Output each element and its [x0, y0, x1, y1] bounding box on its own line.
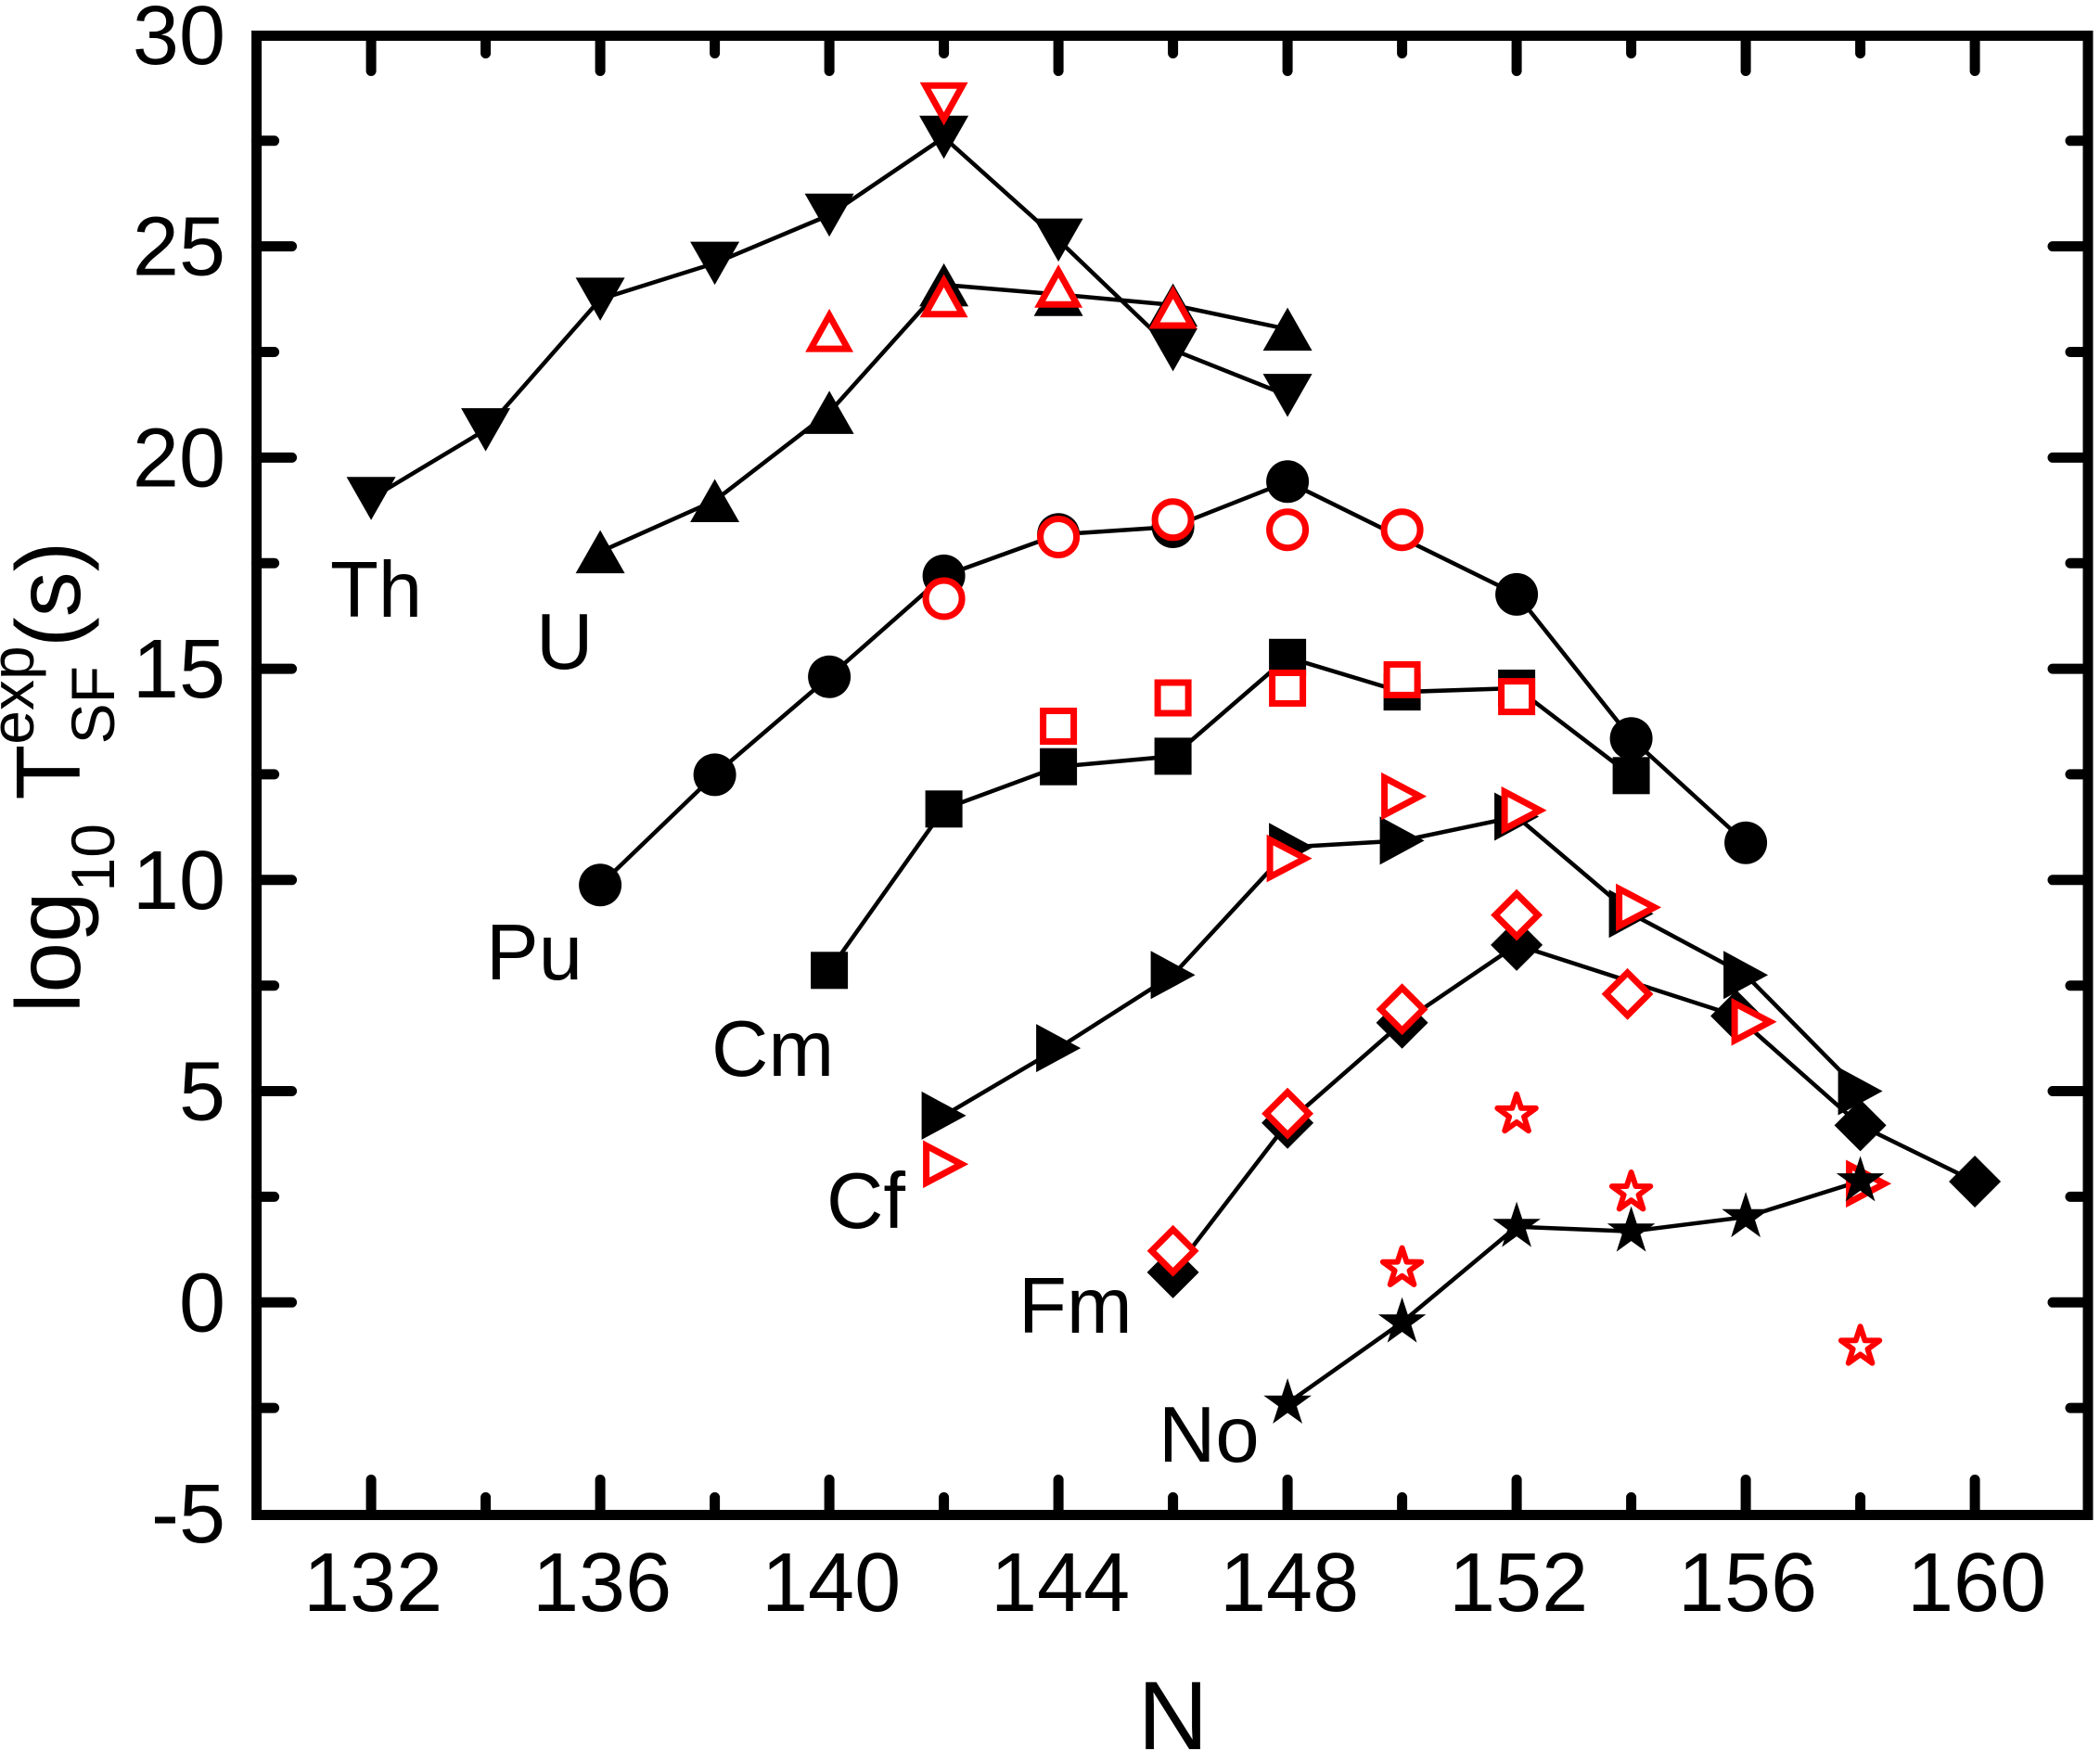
svg-text:140: 140	[762, 1537, 901, 1630]
svg-text:Pu: Pu	[486, 909, 583, 997]
svg-text:160: 160	[1907, 1537, 2046, 1630]
svg-text:136: 136	[532, 1537, 672, 1630]
svg-text:10: 10	[133, 835, 225, 927]
svg-text:144: 144	[991, 1537, 1130, 1630]
svg-text:-5: -5	[151, 1468, 225, 1561]
svg-text:0: 0	[179, 1257, 225, 1349]
svg-text:Th: Th	[330, 546, 422, 634]
svg-text:U: U	[536, 598, 593, 686]
svg-text:15: 15	[133, 623, 225, 716]
svg-text:20: 20	[133, 412, 225, 505]
svg-text:132: 132	[303, 1537, 442, 1630]
svg-text:5: 5	[179, 1046, 225, 1139]
svg-text:Cf: Cf	[826, 1157, 905, 1246]
svg-text:25: 25	[133, 201, 225, 294]
svg-text:148: 148	[1220, 1537, 1359, 1630]
svg-text:N: N	[1138, 1662, 1209, 1751]
svg-text:No: No	[1159, 1391, 1260, 1479]
svg-text:152: 152	[1449, 1537, 1588, 1630]
svg-text:Cm: Cm	[711, 1005, 834, 1093]
svg-text:30: 30	[133, 0, 225, 83]
svg-text:Fm: Fm	[1018, 1262, 1133, 1350]
svg-text:156: 156	[1678, 1537, 1817, 1630]
